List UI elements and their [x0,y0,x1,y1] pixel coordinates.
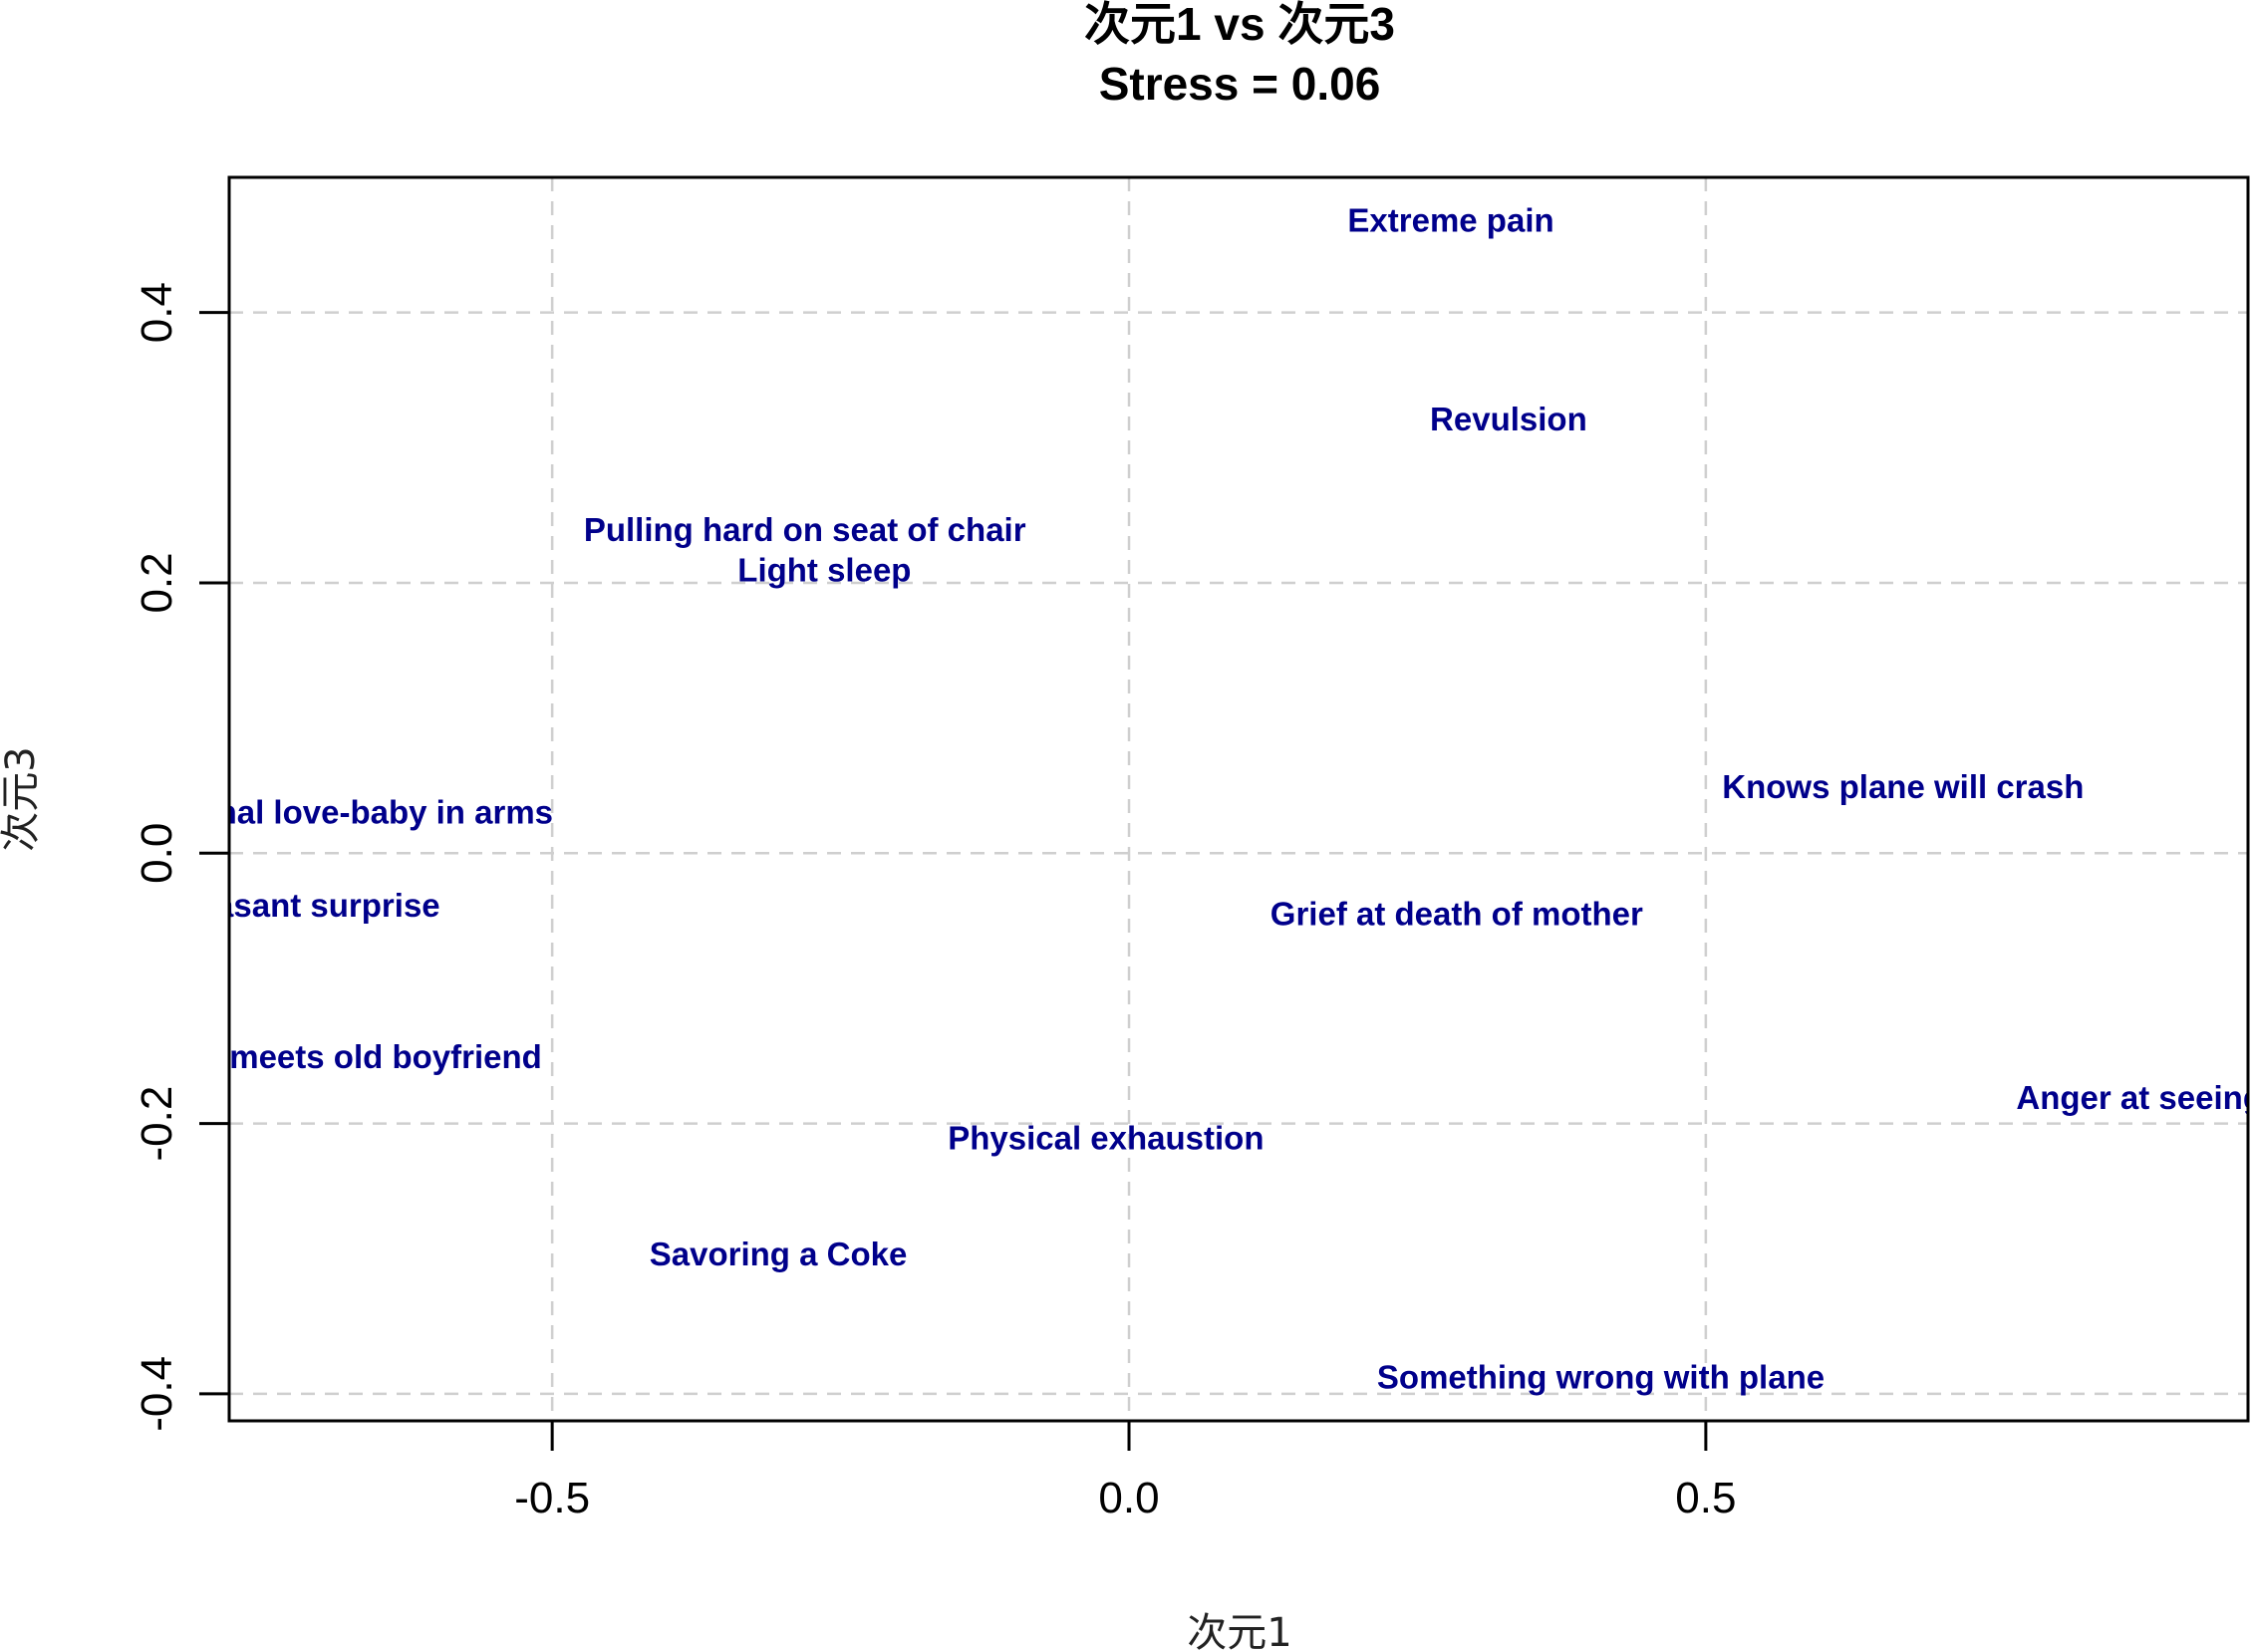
point-label: Extreme pain [1347,201,1553,238]
x-tick-label: -0.5 [514,1474,590,1522]
point-label: Pulling hard on seat of chair [584,511,1026,548]
x-tick-label: 0.5 [1675,1474,1736,1522]
point-label: Revulsion [1430,401,1587,437]
point-label: Knows plane will crash [1722,768,2084,805]
point-label: Grief at death of mother [1270,895,1643,932]
x-axis: -0.5 0.0 0.5 [514,1421,1736,1522]
y-tick-label: 0.2 [133,552,181,613]
point-label: Savoring a Coke [650,1236,908,1272]
grid-lines [229,177,2248,1421]
x-tick-label: 0.0 [1098,1474,1159,1522]
y-tick-label: -0.4 [133,1356,181,1432]
y-axis-label: 次元3 [0,746,44,851]
point-label: Something wrong with plane [1377,1359,1825,1396]
point-label: Physical exhaustion [948,1119,1264,1156]
y-tick-label: -0.2 [133,1086,181,1162]
point-label: Anger at seeing dog beaten [2016,1079,2252,1116]
plot-frame [227,175,2250,1423]
y-tick-label: 0.0 [133,823,181,884]
y-axis: -0.4 -0.2 0.0 0.2 0.4 [133,282,229,1432]
point-label: Maternal love-baby in arms [130,794,553,831]
point-label: Unexpectedly meets old boyfriend [6,1038,541,1075]
data-labels: Extreme pain Revulsion Pulling hard on sea… [6,201,2252,1396]
point-label: Pleasant surprise [166,887,440,924]
x-axis-label: 次元1 [1187,1610,1291,1652]
y-tick-label: 0.4 [133,282,181,343]
chart-title: 次元1 vs 次元3 [1084,0,1395,50]
chart-subtitle: Stress = 0.06 [1099,58,1381,110]
point-label: Light sleep [737,552,911,589]
